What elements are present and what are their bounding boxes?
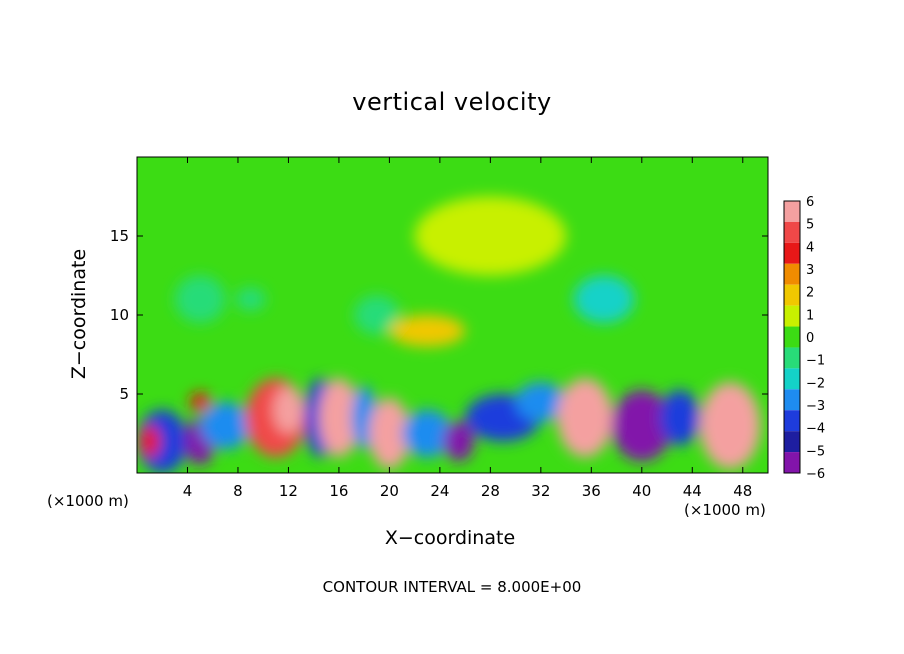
colorbar-swatch-0	[784, 201, 800, 222]
x-tick-label-36: 36	[582, 482, 601, 500]
heatmap-cells	[137, 196, 761, 473]
heatmap-cell-3	[200, 401, 251, 450]
heatmap-cell-18	[139, 425, 160, 458]
chart-title: vertical velocity	[352, 88, 552, 116]
x-tick-label-8: 8	[233, 482, 243, 500]
x-tick-label-24: 24	[430, 482, 449, 500]
y-tick-label-5: 5	[119, 385, 129, 403]
x-tick-label-16: 16	[329, 482, 348, 500]
colorbar-swatch-9	[784, 389, 800, 411]
colorbar-swatch-3	[784, 263, 800, 285]
heatmap-cell-5	[273, 386, 304, 434]
contour-interval-note: CONTOUR INTERVAL = 8.000E+00	[322, 578, 582, 596]
heatmap-cell-15	[611, 390, 673, 462]
colorbar-label-6: 0	[806, 331, 814, 346]
y-axis-label: Z−coordinate	[68, 248, 90, 380]
x-axis-unit-right: (×1000 m)	[684, 501, 766, 519]
heatmap-cell-9	[369, 397, 410, 470]
heatmap-cell-0	[137, 409, 188, 473]
x-tick-label-28: 28	[481, 482, 500, 500]
x-tick-label-4: 4	[183, 482, 193, 500]
x-tick-label-44: 44	[683, 482, 702, 500]
x-tick-label-32: 32	[531, 482, 550, 500]
heatmap-cell-24	[174, 275, 226, 323]
plot-area	[136, 156, 769, 474]
heatmap-cell-19	[235, 287, 266, 312]
colorbar-label-2: 4	[806, 240, 814, 255]
colorbar-swatch-11	[784, 431, 800, 453]
y-tick-label-10: 10	[110, 306, 129, 324]
x-tick-label-12: 12	[279, 482, 298, 500]
heatmap-cell-20	[354, 295, 400, 335]
colorbar-frame	[783, 200, 801, 474]
colorbar-label-7: −1	[806, 354, 825, 369]
x-axis-label: X−coordinate	[384, 527, 516, 549]
heatmap-cell-11	[443, 421, 474, 462]
colorbar-label-8: −2	[806, 376, 825, 391]
heatmap-cell-22	[414, 196, 567, 276]
colorbar-label-11: −5	[806, 444, 825, 459]
colorbar-swatch-7	[784, 347, 800, 369]
colorbar-swatch-5	[784, 305, 800, 327]
colorbar-swatch-1	[784, 221, 800, 243]
colorbar-label-9: −3	[806, 399, 825, 414]
colorbar-swatch-12	[784, 452, 800, 473]
colorbar-swatch-4	[784, 284, 800, 306]
colorbar-label-1: 5	[806, 218, 814, 233]
heatmap-cell-2	[190, 392, 211, 412]
colorbar-label-5: 1	[806, 308, 814, 323]
colorbar-swatch-6	[784, 326, 800, 348]
heatmap-cell-16	[659, 390, 700, 446]
x-axis-unit-left: (×1000 m)	[47, 492, 129, 510]
x-tick-label-48: 48	[733, 482, 752, 500]
colorbar-swatch-2	[784, 242, 800, 264]
heatmap-cell-17	[699, 382, 761, 470]
x-tick-label-20: 20	[380, 482, 399, 500]
heatmap-cell-23	[573, 275, 635, 323]
colorbar-label-3: 3	[806, 263, 814, 278]
heatmap-cell-21	[389, 315, 466, 347]
x-tick-label-40: 40	[632, 482, 651, 500]
colorbar-swatch-8	[784, 368, 800, 390]
colorbar: 6 5 4 3 2 1 0 −1 −2 −3 −4 −5 −6	[783, 195, 825, 482]
colorbar-label-10: −4	[806, 422, 825, 437]
heatmap-cell-10	[402, 409, 453, 458]
heatmap-field	[137, 157, 768, 473]
colorbar-swatch-10	[784, 410, 800, 432]
colorbar-label-0: 6	[806, 195, 814, 210]
colorbar-label-4: 2	[806, 286, 814, 301]
heatmap-cell-7	[318, 378, 360, 458]
heatmap-cell-14	[557, 378, 613, 458]
heatmap-cell-13	[515, 382, 567, 422]
colorbar-label-12: −6	[806, 467, 825, 482]
y-tick-label-15: 15	[110, 227, 129, 245]
